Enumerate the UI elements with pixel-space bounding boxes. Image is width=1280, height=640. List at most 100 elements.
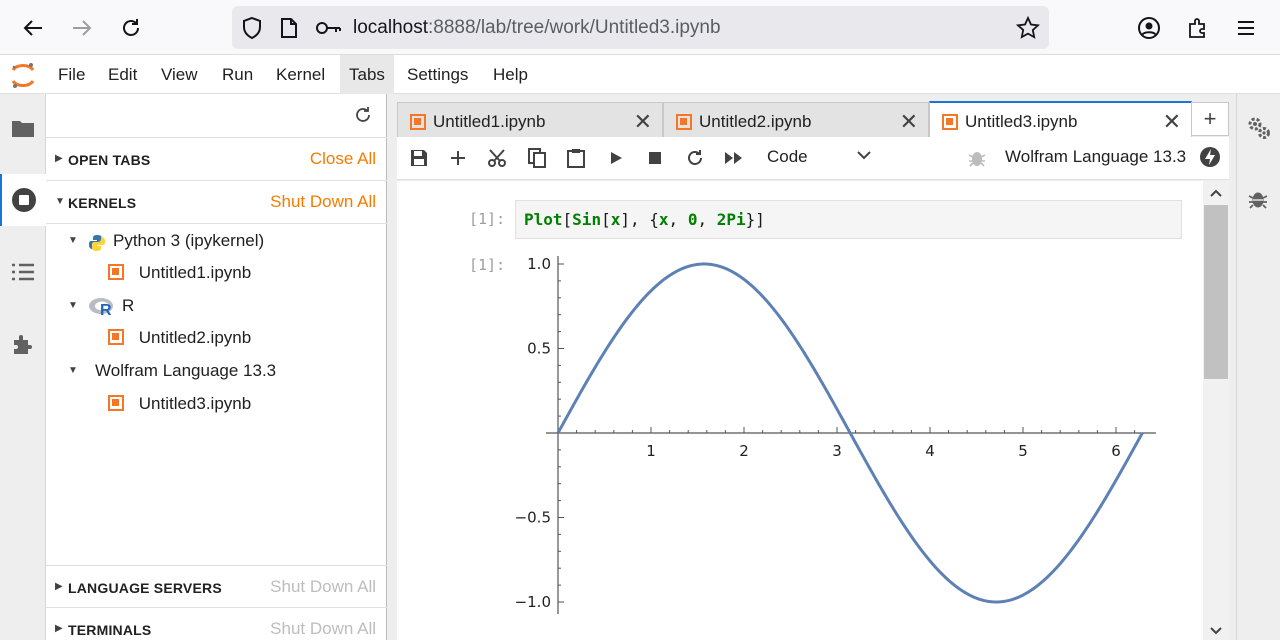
file-browser-icon[interactable] <box>0 102 46 154</box>
kernel-name: Wolfram Language 13.3 <box>95 361 277 380</box>
code-token: [ <box>562 210 573 229</box>
copy-icon[interactable] <box>524 145 550 171</box>
notebook-icon <box>410 114 426 130</box>
menu-kernel[interactable]: Kernel <box>276 65 326 84</box>
scroll-thumb[interactable] <box>1204 205 1228 379</box>
running-kernels-icon[interactable] <box>0 174 46 226</box>
url-text[interactable]: localhost:8888/lab/tree/work/Untitled3.i… <box>353 17 721 39</box>
kernel-status-icon <box>1199 146 1221 173</box>
close-icon[interactable]: ✕ <box>1162 109 1181 134</box>
section-title: KERNELS <box>68 195 137 211</box>
back-icon[interactable] <box>15 10 51 46</box>
session-row[interactable]: Untitled1.ipynb <box>108 258 251 288</box>
language-servers-section[interactable]: ▶ LANGUAGE SERVERS Shut Down All <box>46 565 387 608</box>
shield-icon[interactable] <box>241 16 263 45</box>
open-tabs-section[interactable]: ▶ OPEN TABS Close All <box>46 138 387 181</box>
code-token: ] <box>620 210 630 229</box>
menu-tabs[interactable]: Tabs <box>340 55 394 94</box>
code-token: ] <box>755 210 765 229</box>
scroll-up-icon[interactable] <box>1203 183 1229 203</box>
cut-icon[interactable] <box>484 145 510 171</box>
property-inspector-gears-icon[interactable] <box>1247 116 1271 145</box>
code-token: 0 <box>687 210 698 229</box>
x-tick-label: 2 <box>739 442 749 460</box>
notebook-scrollbar[interactable] <box>1203 181 1229 640</box>
menu-file[interactable]: File <box>58 65 86 84</box>
notebook-icon <box>676 114 692 130</box>
shut-down-all-button[interactable]: Shut Down All <box>270 192 376 211</box>
close-icon[interactable]: ✕ <box>899 109 918 134</box>
menu-edit[interactable]: Edit <box>108 65 138 84</box>
debugger-bug-icon[interactable] <box>1248 188 1268 215</box>
scroll-down-icon[interactable] <box>1203 621 1229 640</box>
notebook-icon <box>108 264 124 280</box>
cell-type-select[interactable]: Code <box>767 147 808 166</box>
caret-right-icon: ▶ <box>55 153 63 164</box>
section-title: TERMINALS <box>68 622 152 638</box>
add-tab-button[interactable]: + <box>1191 102 1229 136</box>
notebook-icon <box>942 114 958 130</box>
extensions-icon[interactable] <box>1180 10 1216 46</box>
add-cell-icon[interactable] <box>445 145 471 171</box>
tab-untitled3[interactable]: Untitled3.ipynb ✕ <box>929 101 1192 138</box>
page-icon[interactable] <box>280 17 298 44</box>
stop-icon[interactable] <box>642 145 668 171</box>
account-icon[interactable] <box>1131 10 1167 46</box>
fast-forward-icon[interactable] <box>721 145 747 171</box>
output-prompt: [1]: <box>469 256 506 274</box>
extension-manager-icon[interactable] <box>0 318 46 370</box>
y-tick-label: 1.0 <box>527 255 551 273</box>
menu-settings[interactable]: Settings <box>407 65 469 84</box>
shut-down-all-button[interactable]: Shut Down All <box>270 577 376 596</box>
kernel-name: Python 3 (ipykernel) <box>113 231 265 250</box>
caret-down-icon: ▼ <box>55 196 65 207</box>
session-row[interactable]: Untitled3.ipynb <box>108 389 251 419</box>
code-token: { <box>649 210 659 229</box>
y-tick-label: 0.5 <box>527 340 551 358</box>
bookmark-star-icon[interactable] <box>1015 15 1041 45</box>
address-bar[interactable]: localhost:8888/lab/tree/work/Untitled3.i… <box>232 6 1049 49</box>
notebook-icon <box>108 395 124 411</box>
restart-icon[interactable] <box>682 145 708 171</box>
right-activity-bar <box>1236 94 1280 640</box>
shut-down-all-button[interactable]: Shut Down All <box>270 619 376 638</box>
menu-run[interactable]: Run <box>222 65 254 84</box>
notebook-name: Untitled3.ipynb <box>138 394 252 413</box>
key-icon[interactable] <box>316 20 342 41</box>
code-token: Sin <box>572 210 602 229</box>
running-sessions-panel: ▶ OPEN TABS Close All ▼ KERNELS Shut Dow… <box>46 94 387 640</box>
refresh-icon[interactable] <box>354 106 372 129</box>
left-activity-bar <box>0 94 46 640</box>
notebook-toolbar: Code Wolfram Language 13.3 <box>397 137 1229 180</box>
menu-help[interactable]: Help <box>493 65 528 84</box>
run-icon[interactable] <box>603 145 629 171</box>
caret-down-icon: ▼ <box>68 235 78 246</box>
terminals-section[interactable]: ▶ TERMINALS Shut Down All <box>46 608 387 640</box>
debugger-bug-icon[interactable] <box>968 148 986 173</box>
caret-down-icon: ▼ <box>68 300 78 311</box>
jupyter-logo-icon <box>10 61 36 94</box>
menu-view[interactable]: View <box>161 65 198 84</box>
forward-icon[interactable] <box>64 10 100 46</box>
tab-untitled2[interactable]: Untitled2.ipynb ✕ <box>663 102 929 143</box>
close-icon[interactable]: ✕ <box>633 109 652 134</box>
x-tick-label: 1 <box>646 442 656 460</box>
code-token: [ <box>601 210 611 229</box>
code-cell-editor[interactable]: Plot[Sin[x], {x, 0, 2Pi}] <box>515 200 1182 239</box>
x-tick-label: 4 <box>925 442 935 460</box>
table-of-contents-icon[interactable] <box>0 246 46 298</box>
save-icon[interactable] <box>406 145 432 171</box>
session-row[interactable]: Untitled2.ipynb <box>108 323 251 353</box>
svg-text:R: R <box>100 302 112 318</box>
close-all-button[interactable]: Close All <box>309 149 376 168</box>
kernels-section[interactable]: ▼ KERNELS Shut Down All <box>46 181 387 224</box>
code-token: , <box>697 210 717 229</box>
reload-icon[interactable] <box>113 10 149 46</box>
kernel-name-button[interactable]: Wolfram Language 13.3 <box>1005 147 1187 166</box>
paste-icon[interactable] <box>563 145 589 171</box>
menu-hamburger-icon[interactable] <box>1228 10 1264 46</box>
y-tick-label: −0.5 <box>515 509 551 527</box>
sine-curve <box>556 262 1144 604</box>
chevron-down-icon[interactable] <box>857 147 871 165</box>
x-tick-label: 5 <box>1018 442 1028 460</box>
